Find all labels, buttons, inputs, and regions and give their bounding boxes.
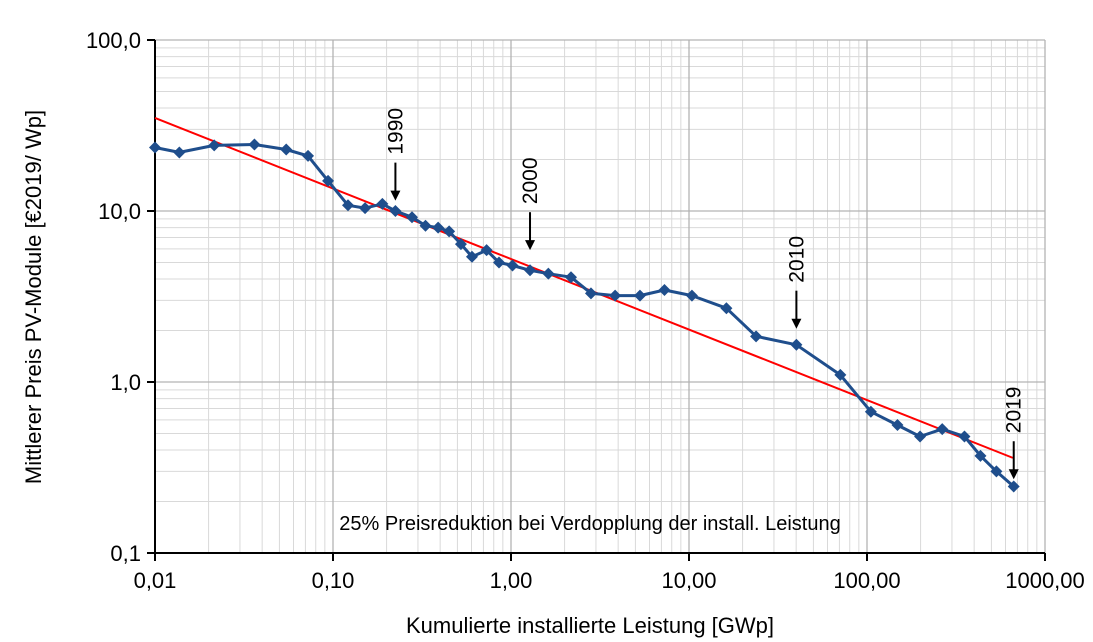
- year-arrow-head: [390, 190, 401, 201]
- data-point: [720, 302, 733, 315]
- data-point: [524, 264, 537, 277]
- x-tick-label: 1,00: [490, 568, 533, 593]
- data-point: [480, 244, 493, 257]
- data-point: [149, 141, 161, 154]
- data-point: [173, 146, 186, 159]
- y-axis-title: Mittlerer Preis PV-Module [€2019/ Wp]: [21, 110, 46, 484]
- series-line: [154, 143, 1015, 488]
- data-point: [359, 202, 372, 215]
- data-point: [750, 330, 763, 343]
- data-point: [208, 139, 221, 152]
- data-point: [280, 143, 293, 156]
- data-point: [506, 259, 519, 272]
- x-tick-label: 1000,00: [1005, 568, 1085, 593]
- y-tick-label: 100,0: [86, 28, 141, 53]
- annotation-text: 25% Preisreduktion bei Verdopplung der i…: [339, 513, 840, 535]
- year-label: 2010: [785, 236, 808, 283]
- data-point: [990, 465, 1003, 478]
- data-point: [302, 149, 315, 162]
- year-arrow-head: [791, 318, 802, 329]
- y-tick-labels: 0,1 1,0 10,0 100,0: [86, 28, 141, 566]
- data-point: [609, 289, 622, 302]
- data-point: [376, 197, 389, 210]
- year-label: 1990: [384, 108, 407, 155]
- data-point: [958, 430, 971, 443]
- data-point: [492, 256, 505, 269]
- series-layer: [149, 138, 1020, 493]
- data-point: [633, 289, 646, 302]
- x-tick-label: 100,00: [833, 568, 900, 593]
- data-point: [658, 284, 671, 297]
- minor-gridlines: [155, 40, 1045, 553]
- data-point: [891, 419, 904, 432]
- x-tick-label: 0,01: [134, 568, 177, 593]
- year-label: 2019: [1003, 387, 1026, 434]
- data-point: [322, 174, 335, 187]
- data-point: [454, 238, 467, 251]
- x-tick-labels: 0,01 0,10 1,00 10,00 100,00 1000,00: [134, 568, 1085, 593]
- data-point: [406, 211, 419, 224]
- data-point: [565, 271, 578, 284]
- data-point: [584, 287, 597, 300]
- axes: [147, 39, 1046, 561]
- data-point: [936, 423, 949, 436]
- data-point: [443, 225, 456, 238]
- y-tick-label: 10,0: [98, 199, 141, 224]
- data-point: [834, 368, 847, 381]
- data-point: [248, 138, 261, 151]
- major-gridlines: [154, 39, 1046, 554]
- data-point: [1007, 480, 1020, 493]
- data-point: [465, 250, 478, 263]
- data-point: [432, 221, 445, 234]
- data-point: [790, 338, 803, 351]
- x-tick-label: 10,00: [661, 568, 716, 593]
- data-point: [542, 267, 555, 280]
- data-point: [685, 289, 698, 302]
- data-point: [341, 199, 354, 212]
- y-tick-label: 1,0: [110, 370, 141, 395]
- x-axis-title: Kumulierte installierte Leistung [GWp]: [406, 613, 774, 638]
- y-tick-label: 0,1: [110, 541, 141, 566]
- x-tick-label: 0,10: [312, 568, 355, 593]
- year-arrow-head: [1008, 469, 1019, 480]
- data-point: [389, 205, 402, 217]
- year-label: 2000: [519, 157, 542, 204]
- data-point: [914, 430, 927, 443]
- year-arrow-head: [525, 240, 536, 251]
- data-point: [974, 449, 987, 462]
- data-point: [419, 219, 432, 232]
- year-markers: 1990 2000 2010 2019: [384, 108, 1026, 480]
- data-point: [864, 405, 877, 418]
